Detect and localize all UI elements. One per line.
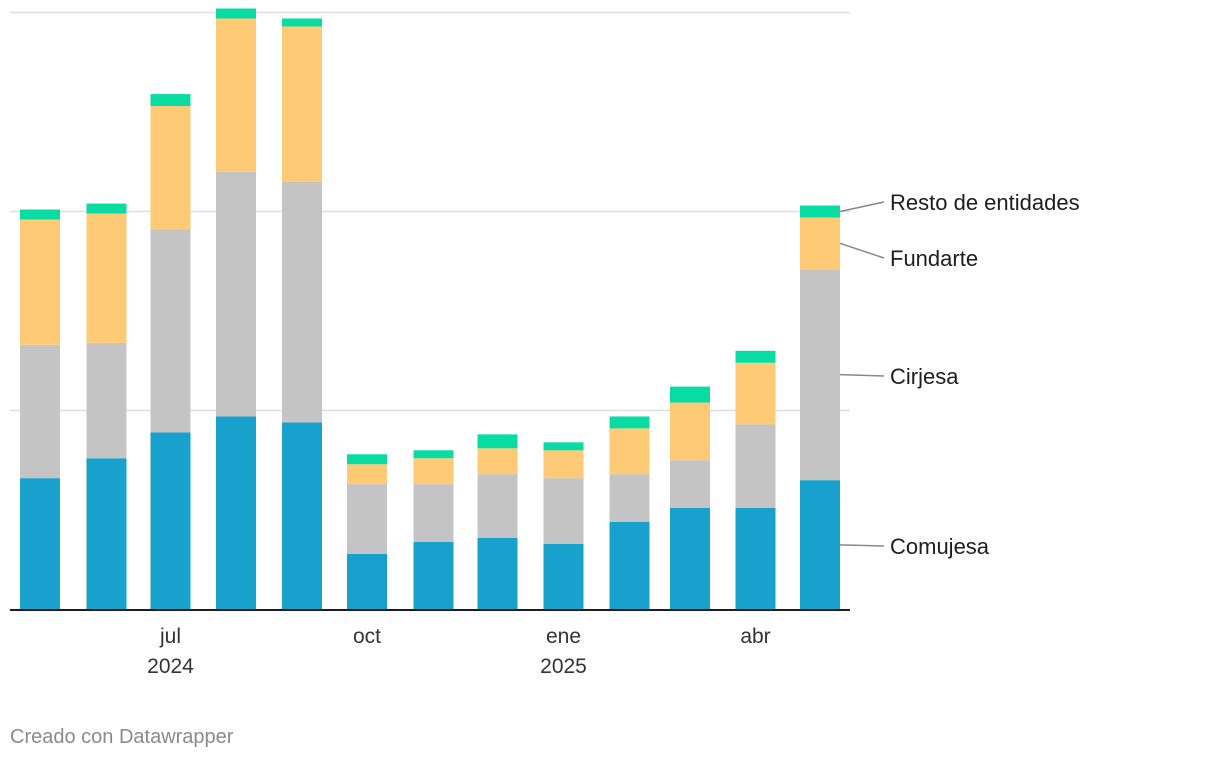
bar-segment[interactable] bbox=[86, 213, 127, 343]
bar-segment[interactable] bbox=[670, 508, 710, 610]
bar-segment[interactable] bbox=[800, 205, 840, 218]
x-tick-label: oct bbox=[353, 625, 381, 648]
bar-segment[interactable] bbox=[543, 543, 584, 610]
bar-segment[interactable] bbox=[670, 460, 710, 509]
bar-segment[interactable] bbox=[609, 428, 650, 475]
x-tick-year-label: 2025 bbox=[540, 655, 587, 678]
stacked-bar-chart: jul 2024 oct ene 2025 abr Comujesa Cirjesa Fund… bbox=[10, 8, 1080, 678]
bar-segment[interactable] bbox=[609, 474, 650, 522]
bar-segment[interactable] bbox=[477, 448, 518, 475]
legend-connector bbox=[839, 242, 885, 259]
bar-segment[interactable] bbox=[216, 416, 256, 610]
bar-segment[interactable] bbox=[86, 458, 127, 610]
bar-segment[interactable] bbox=[282, 181, 322, 423]
bar-segment[interactable] bbox=[670, 402, 710, 461]
x-tick-label: abr bbox=[740, 625, 770, 648]
legend-label: Fundarte bbox=[890, 246, 978, 271]
credit-text[interactable]: Creado con Datawrapper bbox=[10, 726, 234, 748]
bar-segment[interactable] bbox=[477, 434, 518, 449]
bar-segment[interactable] bbox=[543, 478, 584, 544]
bar-segment[interactable] bbox=[86, 342, 127, 459]
bar-segment[interactable] bbox=[477, 474, 518, 538]
x-tick-label: jul bbox=[159, 625, 181, 648]
bar-segment[interactable] bbox=[347, 454, 387, 465]
bar-segment[interactable] bbox=[800, 480, 840, 610]
bar-segment[interactable] bbox=[150, 94, 191, 107]
bar-segment[interactable] bbox=[477, 537, 518, 610]
bar-segment[interactable] bbox=[150, 106, 191, 230]
bar-segment[interactable] bbox=[800, 217, 840, 270]
bar-segment[interactable] bbox=[216, 8, 256, 19]
bar-segment[interactable] bbox=[86, 203, 127, 214]
bar-segment[interactable] bbox=[282, 422, 322, 610]
bar-segment[interactable] bbox=[413, 458, 454, 485]
bar-segment[interactable] bbox=[543, 442, 584, 451]
bar-segment[interactable] bbox=[413, 541, 454, 610]
bar-segment[interactable] bbox=[150, 229, 191, 433]
bar-segment[interactable] bbox=[347, 464, 387, 485]
bar-segment[interactable] bbox=[735, 350, 776, 363]
bar-segment[interactable] bbox=[347, 484, 387, 554]
bar-segment[interactable] bbox=[609, 521, 650, 610]
legend: Comujesa Cirjesa Fundarte Resto de entidade… bbox=[839, 190, 1080, 559]
x-tick-label: ene bbox=[546, 625, 581, 648]
bar-segment[interactable] bbox=[282, 18, 322, 27]
bar-segment[interactable] bbox=[543, 450, 584, 479]
bar-segment[interactable] bbox=[413, 450, 454, 459]
bar-segment[interactable] bbox=[670, 386, 710, 403]
bars bbox=[20, 8, 840, 610]
bar-segment[interactable] bbox=[20, 344, 60, 479]
bar-segment[interactable] bbox=[20, 209, 60, 220]
x-axis: jul 2024 oct ene 2025 abr bbox=[10, 609, 850, 678]
bar-segment[interactable] bbox=[20, 478, 60, 610]
legend-label: Comujesa bbox=[890, 534, 990, 559]
bar-segment[interactable] bbox=[216, 18, 256, 172]
bar-segment[interactable] bbox=[20, 219, 60, 345]
legend-connector bbox=[839, 544, 885, 547]
bar-segment[interactable] bbox=[413, 484, 454, 542]
bar-segment[interactable] bbox=[800, 269, 840, 481]
bar-segment[interactable] bbox=[216, 171, 256, 417]
x-tick-year-label: 2024 bbox=[147, 655, 194, 678]
legend-label: Cirjesa bbox=[890, 364, 959, 389]
legend-label: Resto de entidades bbox=[890, 190, 1080, 215]
legend-connector bbox=[839, 373, 885, 377]
bar-segment[interactable] bbox=[150, 432, 191, 610]
bar-segment[interactable] bbox=[735, 362, 776, 425]
bar-segment[interactable] bbox=[282, 26, 322, 182]
bar-segment[interactable] bbox=[735, 424, 776, 509]
bar-segment[interactable] bbox=[347, 553, 387, 610]
bar-segment[interactable] bbox=[609, 416, 650, 429]
legend-connector bbox=[839, 201, 885, 213]
gridlines bbox=[10, 11, 850, 412]
bar-segment[interactable] bbox=[735, 508, 776, 610]
